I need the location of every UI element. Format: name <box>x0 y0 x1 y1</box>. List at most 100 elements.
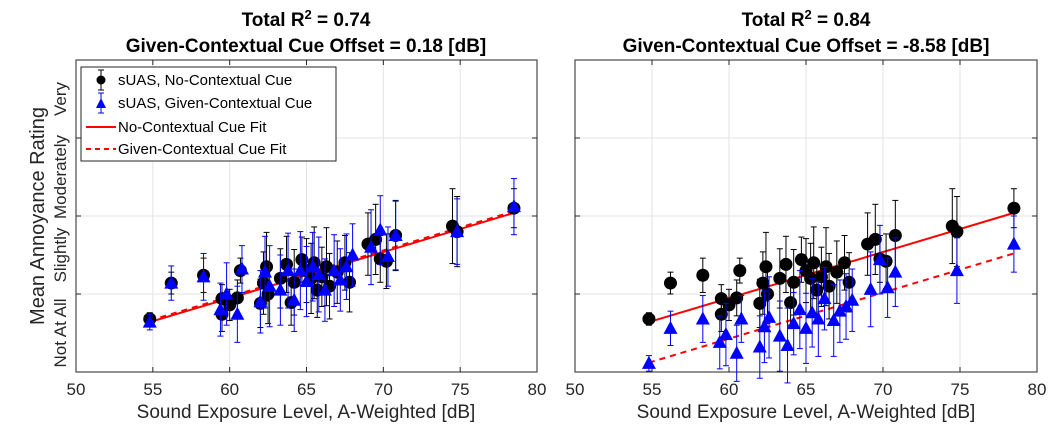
legend-entry-given-cue-fit: Given-Contextual Cue Fit <box>86 141 287 158</box>
data-point-no-cue <box>319 260 333 274</box>
data-point-given-cue <box>380 249 395 263</box>
data-point-no-cue <box>761 287 774 301</box>
data-point-given-cue <box>506 199 521 213</box>
legend-triangle-marker-icon <box>96 98 106 108</box>
x-tick-label: 65 <box>797 380 816 399</box>
data-point-given-cue <box>230 306 245 320</box>
data-point-given-cue <box>786 316 801 330</box>
x-tick-label: 55 <box>143 380 162 399</box>
data-point-given-cue <box>872 252 887 266</box>
data-point-given-cue <box>364 239 379 253</box>
data-point-given-cue <box>1006 236 1021 250</box>
data-point-no-cue <box>753 296 767 310</box>
data-point-no-cue <box>759 260 773 274</box>
data-point-given-cue <box>641 355 656 369</box>
data-point-given-cue <box>213 302 228 316</box>
data-point-no-cue <box>830 265 844 279</box>
data-point-no-cue <box>756 276 770 290</box>
data-point-given-cue <box>299 274 314 288</box>
data-point-no-cue <box>838 256 851 270</box>
legend-box <box>80 66 337 162</box>
data-point-no-cue <box>730 291 744 305</box>
panel-left-subtitle: Given-Contextual Cue Offset = 0.18 [dB] <box>126 36 487 57</box>
panel-right-subtitle: Given-Contextual Cue Offset = -8.58 [dB] <box>623 36 990 57</box>
panel-left-title: Total R2 = 0.74 <box>242 7 371 31</box>
panel-right-plot-area: 50 55 60 65 70 75 80 <box>566 59 1047 399</box>
x-tick-label: 80 <box>1028 380 1047 399</box>
data-point-no-cue <box>714 307 728 321</box>
data-point-given-cue <box>757 319 772 333</box>
data-point-no-cue <box>868 232 882 246</box>
data-point-given-cue <box>253 294 268 308</box>
data-point-no-cue <box>642 312 656 326</box>
y-tick-label: Slightly <box>51 227 70 282</box>
legend-label-given-cue: sUAS, Given-Contextual Cue <box>118 95 312 112</box>
y-axis-label: Mean Annoyance Rating <box>27 107 49 325</box>
data-point-given-cue <box>826 313 841 327</box>
data-point-given-cue <box>293 263 308 277</box>
data-point-given-cue <box>718 327 733 341</box>
data-point-given-cue <box>752 339 767 353</box>
panel-left-x-axis-label: Sound Exposure Level, A-Weighted [dB] <box>137 402 476 423</box>
legend-entry-given-cue: sUAS, Given-Contextual Cue <box>96 92 312 114</box>
data-point-no-cue <box>773 271 787 285</box>
x-tick-label: 50 <box>566 380 585 399</box>
data-point-given-cue <box>729 345 744 359</box>
data-point-given-cue <box>339 259 354 273</box>
data-point-no-cue <box>784 296 798 310</box>
data-point-given-cue <box>345 247 360 261</box>
data-point-no-cue <box>787 275 801 289</box>
data-point-given-cue <box>388 228 403 241</box>
x-tick-label: 65 <box>297 380 316 399</box>
data-point-given-cue <box>845 292 860 306</box>
data-point-no-cue <box>794 253 808 267</box>
x-tick-label: 75 <box>451 380 470 399</box>
data-point-no-cue <box>295 253 309 267</box>
data-point-given-cue <box>164 275 179 289</box>
x-tick-label: 55 <box>643 380 662 399</box>
legend-circle-marker-icon <box>96 75 106 85</box>
data-point-no-cue <box>1007 201 1021 215</box>
legend: sUAS, No-Contextual Cue sUAS, Given-Cont… <box>80 66 337 162</box>
data-point-given-cue <box>262 278 277 292</box>
legend-label-given-cue-fit: Given-Contextual Cue Fit <box>118 141 287 158</box>
x-tick-label: 50 <box>67 380 86 399</box>
data-point-given-cue <box>949 263 964 277</box>
x-tick-label: 75 <box>951 380 970 399</box>
data-point-no-cue <box>842 275 856 289</box>
data-point-no-cue <box>888 229 902 242</box>
data-point-no-cue <box>733 264 747 278</box>
data-point-no-cue <box>822 279 836 293</box>
data-point-given-cue <box>811 311 826 325</box>
data-point-given-cue <box>832 303 847 317</box>
data-point-given-cue <box>333 272 348 286</box>
data-point-no-cue <box>696 268 710 282</box>
data-point-given-cue <box>142 314 157 328</box>
data-point-given-cue <box>888 264 903 278</box>
data-point-given-cue <box>712 334 727 348</box>
data-point-given-cue <box>450 224 465 238</box>
legend-entry-no-cue-fit: No-Contextual Cue Fit <box>86 119 267 136</box>
data-point-given-cue <box>805 305 820 319</box>
data-point-given-cue <box>780 337 795 351</box>
data-point-given-cue <box>799 320 813 334</box>
data-point-given-cue <box>863 281 878 295</box>
data-point-given-cue <box>792 302 807 316</box>
data-point-given-cue <box>234 261 249 275</box>
data-point-no-cue <box>819 260 833 274</box>
x-tick-label: 70 <box>874 380 893 399</box>
data-point-given-cue <box>281 263 296 277</box>
data-point-given-cue <box>817 291 832 305</box>
panel-right-x-axis-label: Sound Exposure Level, A-Weighted [dB] <box>637 402 976 423</box>
data-point-given-cue <box>311 267 326 280</box>
legend-label-no-cue: sUAS, No-Contextual Cue <box>118 72 292 89</box>
x-tick-label: 60 <box>720 380 739 399</box>
data-point-given-cue <box>317 282 332 296</box>
x-tick-label: 80 <box>528 380 547 399</box>
data-point-no-cue <box>950 225 964 239</box>
data-point-given-cue <box>219 286 234 300</box>
data-point-given-cue <box>373 222 388 236</box>
data-point-given-cue <box>663 320 678 334</box>
data-point-given-cue <box>734 311 749 325</box>
